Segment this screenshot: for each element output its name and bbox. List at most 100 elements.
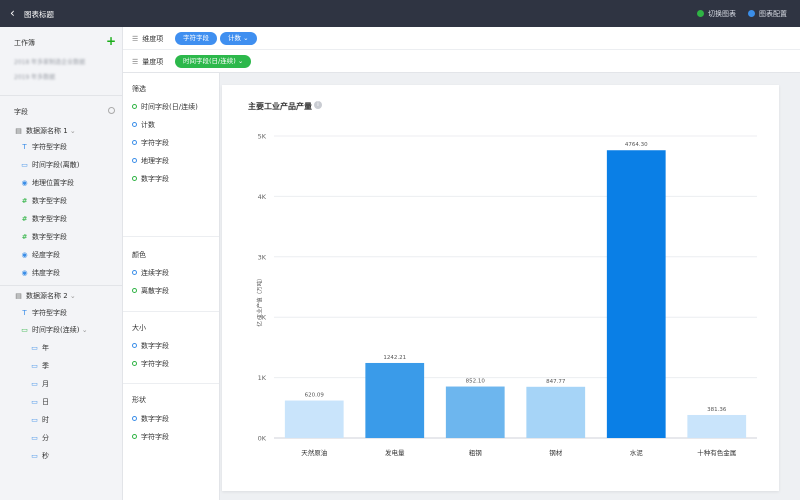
field-label: 日 xyxy=(42,398,49,406)
field-label: 数字型字段 xyxy=(32,197,67,205)
x-tick-label: 十种有色金属 xyxy=(697,448,736,457)
shape-item[interactable]: 数字字段 xyxy=(132,414,169,424)
datasource-name: 数据源名称 2 xyxy=(26,292,68,300)
field-label: 时 xyxy=(42,416,49,424)
field-dot-icon xyxy=(132,270,137,275)
field-item[interactable]: T 字符型字段 xyxy=(20,141,67,153)
measure-icon: ☰ xyxy=(132,58,139,66)
filter-item[interactable]: 字符字段 xyxy=(132,138,169,148)
field-item[interactable]: # 数字型字段 xyxy=(20,195,67,207)
workbook-label: 工作簿 xyxy=(14,39,35,47)
data-label: 4764.30 xyxy=(625,142,648,148)
field-label: 秒 xyxy=(42,452,49,460)
x-tick-label: 钢材 xyxy=(549,448,563,457)
time-child-item[interactable]: ▭ 时 xyxy=(30,414,49,426)
chevron-down-icon: ⌄ xyxy=(237,57,244,65)
field-dot-icon xyxy=(132,176,137,181)
color-item[interactable]: 连续字段 xyxy=(132,268,169,278)
switch-chart-button[interactable]: 切换图表 xyxy=(697,9,736,19)
filter-item-label: 计数 xyxy=(141,121,155,129)
search-icon[interactable] xyxy=(108,107,115,114)
x-tick-label: 粗钢 xyxy=(469,448,483,457)
bar xyxy=(445,386,505,438)
data-label: 1242.21 xyxy=(383,355,406,361)
filter-item[interactable]: 时间字段(日/连续) xyxy=(132,102,198,112)
calendar-icon: ▭ xyxy=(21,161,28,169)
calendar-icon: ▭ xyxy=(31,452,38,460)
shape-item-label: 数字字段 xyxy=(141,415,169,423)
dimension-icon: ☰ xyxy=(132,35,139,43)
color-item[interactable]: 离散字段 xyxy=(132,286,169,296)
filter-title: 筛选 xyxy=(132,85,146,93)
top-bar: ‹ 图表标题 切换图表 图表配置 xyxy=(0,0,800,27)
location-pin-icon: ◉ xyxy=(21,251,28,259)
field-label: 时间字段(连续) xyxy=(32,326,80,334)
field-label: 年 xyxy=(42,344,49,352)
size-item[interactable]: 字符字段 xyxy=(132,359,169,369)
chart-config-icon xyxy=(748,10,755,17)
chart-card: 主要工业产品产量 i 亿 工业产值（万吨） 0K 1K 2K 3K 4K 5K 620.09… xyxy=(222,85,779,491)
filter-item[interactable]: 数字字段 xyxy=(132,174,169,184)
y-tick-label: 3K xyxy=(258,253,267,261)
field-item[interactable]: ◉ 纬度字段 xyxy=(20,267,60,279)
sidebar: 工作簿 + 2018 年多家制造企业数据 2019 年多数据 字段 ▤ 数据源名称… xyxy=(0,27,123,500)
bar xyxy=(687,414,747,438)
workbook-item[interactable]: 2018 年多家制造企业数据 xyxy=(14,59,86,66)
switch-chart-icon xyxy=(697,10,704,17)
time-child-item[interactable]: ▭ 分 xyxy=(30,432,49,444)
info-icon[interactable]: i xyxy=(314,101,322,109)
time-child-item[interactable]: ▭ 季 xyxy=(30,360,49,372)
datasource-2[interactable]: ▤ 数据源名称 2 ⌄ xyxy=(14,290,76,302)
chevron-down-icon: ⌄ xyxy=(69,292,76,300)
calendar-icon: ▭ xyxy=(31,380,38,388)
measure-row: ☰ 量度项 时间字段(日/连续) ⌄ xyxy=(123,50,800,73)
dimension-pill-count[interactable]: 计数 ⌄ xyxy=(220,32,257,45)
field-label: 数字型字段 xyxy=(32,215,67,223)
shape-item[interactable]: 字符字段 xyxy=(132,432,169,442)
shelf-panel: 筛选 时间字段(日/连续) 计数 字符字段 地理字段 数字字段 颜色 连续字段 … xyxy=(123,73,220,500)
divider xyxy=(0,95,122,96)
datasource-1[interactable]: ▤ 数据源名称 1 ⌄ xyxy=(14,125,76,137)
field-item[interactable]: ◉ 地理位置字段 xyxy=(20,177,74,189)
chevron-down-icon: ⌄ xyxy=(243,34,249,42)
field-dot-icon xyxy=(132,140,137,145)
chart-config-button[interactable]: 图表配置 xyxy=(748,9,787,19)
workbook-item[interactable]: 2019 年多数据 xyxy=(14,74,56,81)
measure-pill[interactable]: 时间字段(日/连续) ⌄ xyxy=(175,55,252,68)
dimension-label: ☰ 维度项 xyxy=(132,34,163,44)
field-label: 时间字段(离散) xyxy=(32,161,80,169)
database-icon: ▤ xyxy=(15,292,22,300)
field-item[interactable]: # 数字型字段 xyxy=(20,231,67,243)
divider xyxy=(123,236,219,237)
field-item[interactable]: ▭ 时间字段(连续) ⌄ xyxy=(20,324,87,336)
chart-title-header[interactable]: 图表标题 xyxy=(24,10,54,19)
y-tick-label: 5K xyxy=(258,133,267,141)
switch-chart-label: 切换图表 xyxy=(708,10,736,18)
time-child-item[interactable]: ▭ 月 xyxy=(30,378,49,390)
time-child-item[interactable]: ▭ 日 xyxy=(30,396,49,408)
pill-label: 时间字段(日/连续) xyxy=(183,57,236,65)
add-icon[interactable]: + xyxy=(106,34,117,48)
bar xyxy=(365,362,425,438)
field-item[interactable]: ◉ 经度字段 xyxy=(20,249,60,261)
field-item[interactable]: # 数字型字段 xyxy=(20,213,67,225)
filter-item[interactable]: 计数 xyxy=(132,120,155,130)
divider xyxy=(123,383,219,384)
shape-title: 形状 xyxy=(132,396,146,404)
color-item-label: 连续字段 xyxy=(141,269,169,277)
filter-item[interactable]: 地理字段 xyxy=(132,156,169,166)
time-child-item[interactable]: ▭ 年 xyxy=(30,342,49,354)
filter-item-label: 字符字段 xyxy=(141,139,169,147)
number-type-icon: # xyxy=(21,215,28,223)
time-child-item[interactable]: ▭ 秒 xyxy=(30,450,49,462)
dimension-pill[interactable]: 字符字段 xyxy=(175,32,217,45)
y-tick-label: 2K xyxy=(258,314,267,322)
field-item[interactable]: T 字符型字段 xyxy=(20,307,67,319)
data-label: 381.36 xyxy=(707,407,727,413)
size-item[interactable]: 数字字段 xyxy=(132,341,169,351)
back-arrow-icon[interactable]: ‹ xyxy=(10,6,15,20)
calendar-icon: ▭ xyxy=(31,398,38,406)
field-label: 月 xyxy=(42,380,49,388)
field-item[interactable]: ▭ 时间字段(离散) xyxy=(20,159,79,171)
size-title: 大小 xyxy=(132,324,146,332)
